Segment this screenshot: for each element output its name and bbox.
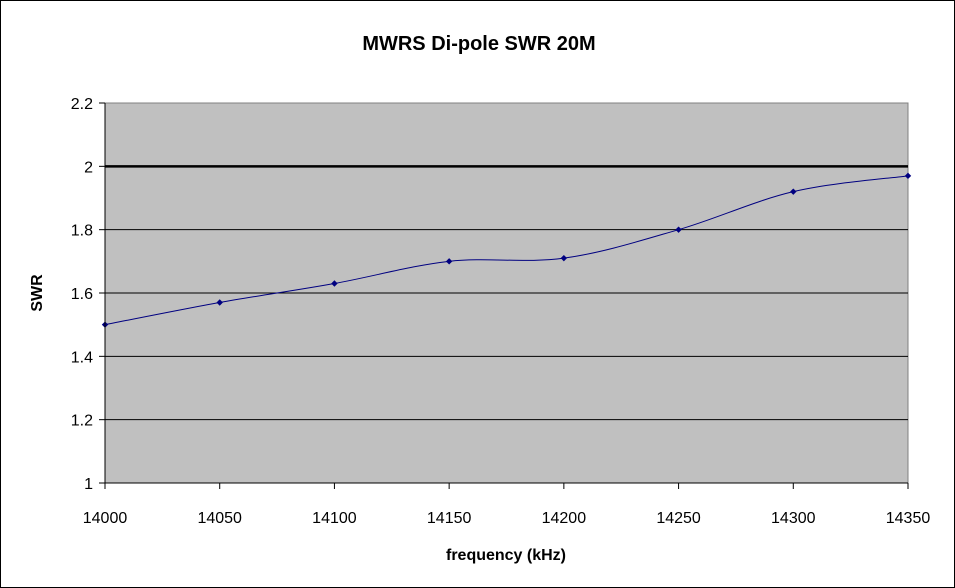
y-tick-label: 2 xyxy=(84,159,93,176)
y-tick-label: 1.8 xyxy=(71,223,93,240)
x-tick-label: 14300 xyxy=(771,510,816,527)
y-tick-label: 1.4 xyxy=(71,349,93,366)
x-tick-label: 14000 xyxy=(83,510,128,527)
data-point xyxy=(216,299,223,306)
x-tick-label: 14050 xyxy=(197,510,242,527)
y-tick-layer: 1 1.2 1.4 1.6 1.8 2 2.2 xyxy=(71,96,106,493)
x-tick-layer: 14000 14050 14100 14150 14200 14250 14300 14350 xyxy=(83,482,931,527)
y-tick-label: 2.2 xyxy=(71,96,93,113)
chart-title: MWRS Di-pole SWR 20M xyxy=(362,33,595,55)
y-axis-title: SWR xyxy=(29,274,46,312)
x-tick-label: 14350 xyxy=(886,510,931,527)
data-point xyxy=(445,258,453,265)
x-tick-label: 14150 xyxy=(427,510,472,527)
y-tick-label: 1 xyxy=(84,476,93,493)
series-line xyxy=(104,175,909,326)
data-point xyxy=(790,188,797,195)
grid-layer xyxy=(105,229,908,421)
y-tick-label: 1.2 xyxy=(71,413,93,430)
y-tick-label: 1.6 xyxy=(71,286,93,303)
data-point xyxy=(331,280,338,287)
data-point xyxy=(675,226,682,233)
x-tick-label: 14100 xyxy=(312,510,357,527)
data-point xyxy=(904,172,912,180)
x-tick-label: 14250 xyxy=(656,510,701,527)
x-axis-title: frequency (kHz) xyxy=(446,547,566,564)
x-tick-label: 14200 xyxy=(542,510,587,527)
